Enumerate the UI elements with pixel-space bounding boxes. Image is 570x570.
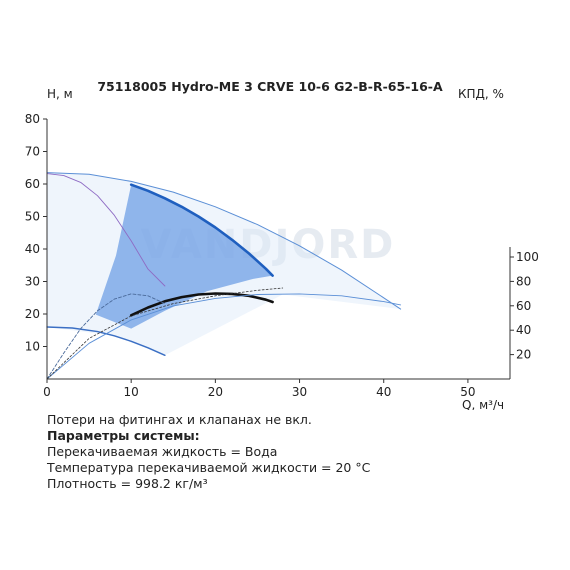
y-left-tick-label: 20 — [25, 307, 40, 321]
y-left-tick-label: 80 — [25, 112, 40, 126]
plot-area: 10 20 30 40 50 60 70 80 0 10 20 30 40 50 20 40 60 80 100 — [25, 112, 539, 399]
y-right-tick-label: 60 — [516, 299, 531, 313]
x-tick-label: 10 — [124, 385, 139, 399]
y-left-tick-label: 60 — [25, 177, 40, 191]
y-left-tick-label: 70 — [25, 145, 40, 159]
x-tick-label: 0 — [43, 385, 51, 399]
y-left-tick-label: 50 — [25, 210, 40, 224]
x-axis-label: Q, м³/ч — [462, 398, 504, 410]
y-axis-right-label: КПД, % — [458, 87, 504, 101]
series-system-curve — [46, 287, 284, 380]
series-efficiency-main — [129, 292, 274, 317]
y-axis-left-label: H, м — [47, 87, 73, 101]
y-left-tick-label: 40 — [25, 242, 40, 256]
operating-region — [95, 184, 273, 329]
y-left-tick-label: 30 — [25, 275, 40, 289]
x-tick-label: 20 — [208, 385, 223, 399]
y-left-tick-label: 10 — [25, 340, 40, 354]
series-power — [46, 173, 166, 287]
note-line: Температура перекачиваемой жидкости = 20… — [47, 460, 371, 475]
y-right-tick-label: 100 — [516, 250, 539, 264]
series-efficiency-narrow — [46, 293, 166, 380]
series-head-main — [129, 183, 274, 277]
x-tick-label: 40 — [376, 385, 391, 399]
y-right-tick-label: 40 — [516, 323, 531, 337]
pump-curve-chart: 75118005 Hydro-ME 3 CRVE 10-6 G2-B-R-65-… — [25, 79, 539, 410]
series-efficiency-wide — [46, 293, 402, 380]
note-line: Перекачиваемая жидкость = Вода — [47, 444, 278, 459]
note-line: Потери на фитингах и клапанах не вкл. — [47, 412, 312, 427]
series-head-min — [46, 326, 166, 356]
x-tick-label: 30 — [292, 385, 307, 399]
chart-title: 75118005 Hydro-ME 3 CRVE 10-6 G2-B-R-65-… — [97, 79, 443, 94]
y-right-tick-label: 80 — [516, 274, 531, 288]
notes-block: Потери на фитингах и клапанах не вкл. Па… — [47, 412, 370, 492]
y-right-tick-label: 20 — [516, 348, 531, 362]
note-line: Плотность = 998.2 кг/м³ — [47, 476, 208, 491]
series-head-max — [46, 172, 402, 310]
system-params-heading: Параметры системы: — [47, 428, 200, 443]
x-tick-label: 50 — [460, 385, 475, 399]
